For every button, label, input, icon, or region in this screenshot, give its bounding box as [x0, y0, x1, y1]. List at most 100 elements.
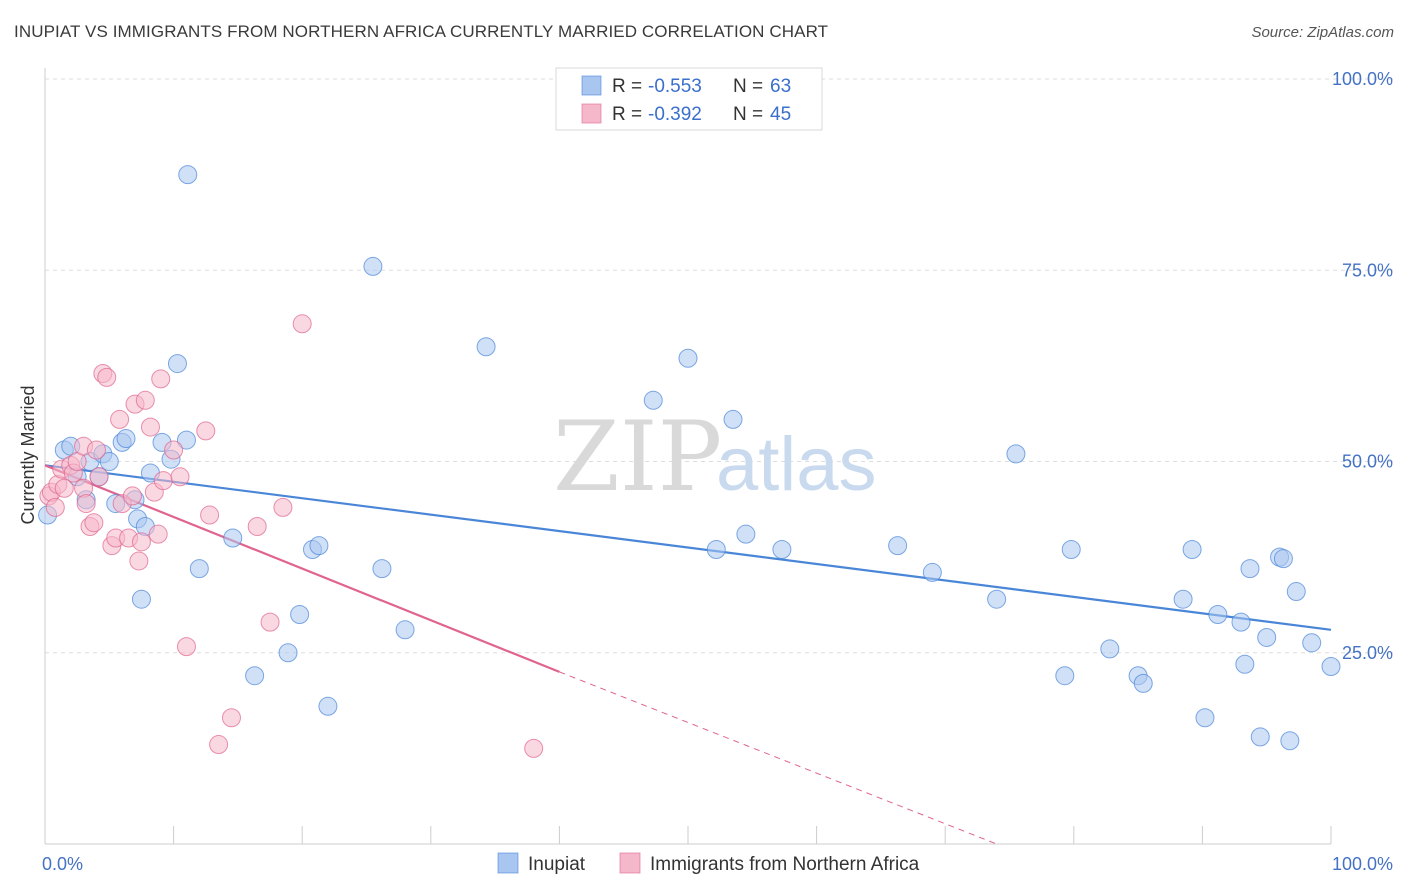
- point-s0-20: [176, 430, 196, 450]
- tick-labels: 25.0% 50.0% 75.0% 100.0% 0.0% 100.0%: [42, 69, 1393, 874]
- legend-r-prefix-1: R =: [612, 104, 642, 125]
- point-s0-38: [736, 524, 756, 544]
- point-s0-49: [1173, 589, 1193, 609]
- point-s1-38: [221, 708, 241, 728]
- bottom-legend-label-0: Inupiat: [528, 854, 586, 875]
- point-s0-24: [245, 666, 265, 686]
- point-s0-52: [1208, 605, 1228, 624]
- point-s0-48: [1133, 673, 1153, 693]
- legend-n-value-1: 45: [770, 104, 791, 125]
- point-s0-53: [1231, 612, 1251, 632]
- point-s0-19: [178, 165, 198, 185]
- point-s0-22: [189, 559, 209, 579]
- watermark-zip: ZIP: [553, 401, 722, 513]
- axes: [44, 68, 1332, 845]
- point-s0-41: [922, 562, 942, 582]
- legend-n-prefix-1: N =: [733, 104, 763, 125]
- point-s1-26: [135, 390, 155, 410]
- legend-swatch-0: [581, 75, 602, 96]
- point-s0-62: [1302, 633, 1322, 653]
- point-s0-30: [363, 256, 383, 276]
- y-tick-label-0: 25.0%: [1342, 643, 1393, 663]
- point-s0-8: [99, 452, 119, 471]
- point-s0-21: [131, 589, 151, 609]
- point-s1-22: [122, 486, 142, 506]
- bottom-legend-swatch-1: [619, 852, 641, 874]
- point-s0-57: [1257, 627, 1277, 647]
- y-tick-label-1: 50.0%: [1342, 452, 1393, 472]
- point-s0-23: [223, 528, 243, 548]
- point-s1-19: [110, 409, 130, 429]
- point-s0-56: [1250, 727, 1270, 747]
- point-s1-36: [200, 505, 220, 525]
- trend-line-extension-1: [559, 671, 997, 845]
- grid-lines: [45, 78, 1393, 654]
- point-s0-50: [1182, 539, 1202, 559]
- y-tick-label-2: 75.0%: [1342, 260, 1393, 280]
- legend-r-prefix-0: R =: [612, 76, 642, 97]
- point-s1-37: [209, 735, 229, 755]
- point-s0-60: [1280, 731, 1300, 751]
- trend-line-0: [44, 464, 1332, 631]
- point-s1-11: [76, 494, 96, 514]
- point-s1-16: [97, 367, 117, 387]
- point-s1-33: [170, 467, 190, 487]
- point-s0-39: [772, 539, 792, 559]
- point-s0-55: [1240, 559, 1260, 579]
- point-s1-5: [54, 478, 74, 498]
- point-s0-46: [1100, 639, 1120, 659]
- watermark: ZIP atlas: [553, 401, 877, 513]
- legend-r-value-1: -0.392: [648, 104, 702, 125]
- legend-n-value-0: 63: [770, 76, 791, 97]
- point-s1-2: [45, 497, 65, 517]
- legend-swatch-1: [581, 103, 602, 124]
- legend: R = -0.553 N = 63 R = -0.392 N = 45: [555, 67, 823, 131]
- point-s1-34: [176, 637, 196, 657]
- point-s1-39: [247, 517, 267, 537]
- point-s0-63: [1321, 657, 1341, 677]
- point-s1-40: [260, 612, 280, 632]
- point-s0-31: [372, 559, 392, 579]
- data-points: [38, 165, 1341, 758]
- point-s0-37: [723, 409, 743, 429]
- point-s0-25: [278, 643, 298, 663]
- legend-r-value-0: -0.553: [648, 76, 702, 97]
- point-s1-32: [164, 440, 184, 460]
- point-s1-14: [86, 440, 106, 460]
- point-s0-54: [1235, 654, 1255, 674]
- point-s0-36: [706, 539, 726, 559]
- point-s1-41: [273, 497, 293, 517]
- chart-title: INUPIAT VS IMMIGRANTS FROM NORTHERN AFRI…: [14, 22, 829, 41]
- point-s0-42: [987, 589, 1007, 609]
- point-s0-59: [1273, 549, 1293, 569]
- point-s1-30: [151, 369, 171, 389]
- point-s1-31: [153, 471, 173, 491]
- point-s1-43: [524, 738, 544, 758]
- point-s1-42: [292, 314, 312, 334]
- point-s0-40: [888, 536, 908, 556]
- point-s0-35: [678, 348, 698, 368]
- point-s0-45: [1061, 539, 1081, 559]
- point-s1-29: [148, 524, 168, 544]
- point-s0-34: [643, 390, 663, 410]
- point-s1-25: [131, 532, 151, 552]
- x-tick-label-0: 0.0%: [42, 854, 83, 874]
- point-s0-33: [476, 337, 496, 357]
- point-s1-13: [84, 513, 104, 533]
- point-s0-11: [116, 429, 136, 449]
- point-s1-24: [129, 551, 149, 571]
- point-s1-35: [196, 421, 216, 441]
- source-label: Source: ZipAtlas.com: [1251, 24, 1394, 41]
- bottom-legend: Inupiat Immigrants from Northern Africa: [497, 852, 920, 875]
- x-tick-label-1: 100.0%: [1332, 854, 1393, 874]
- point-s1-44: [89, 467, 109, 487]
- point-s1-27: [140, 417, 160, 437]
- watermark-atlas: atlas: [716, 422, 877, 507]
- point-s0-44: [1055, 666, 1075, 686]
- y-axis-label: Currently Married: [18, 385, 38, 524]
- point-s0-43: [1006, 444, 1026, 464]
- point-s0-61: [1286, 582, 1306, 602]
- point-s0-51: [1195, 708, 1215, 728]
- point-s0-18: [167, 354, 187, 374]
